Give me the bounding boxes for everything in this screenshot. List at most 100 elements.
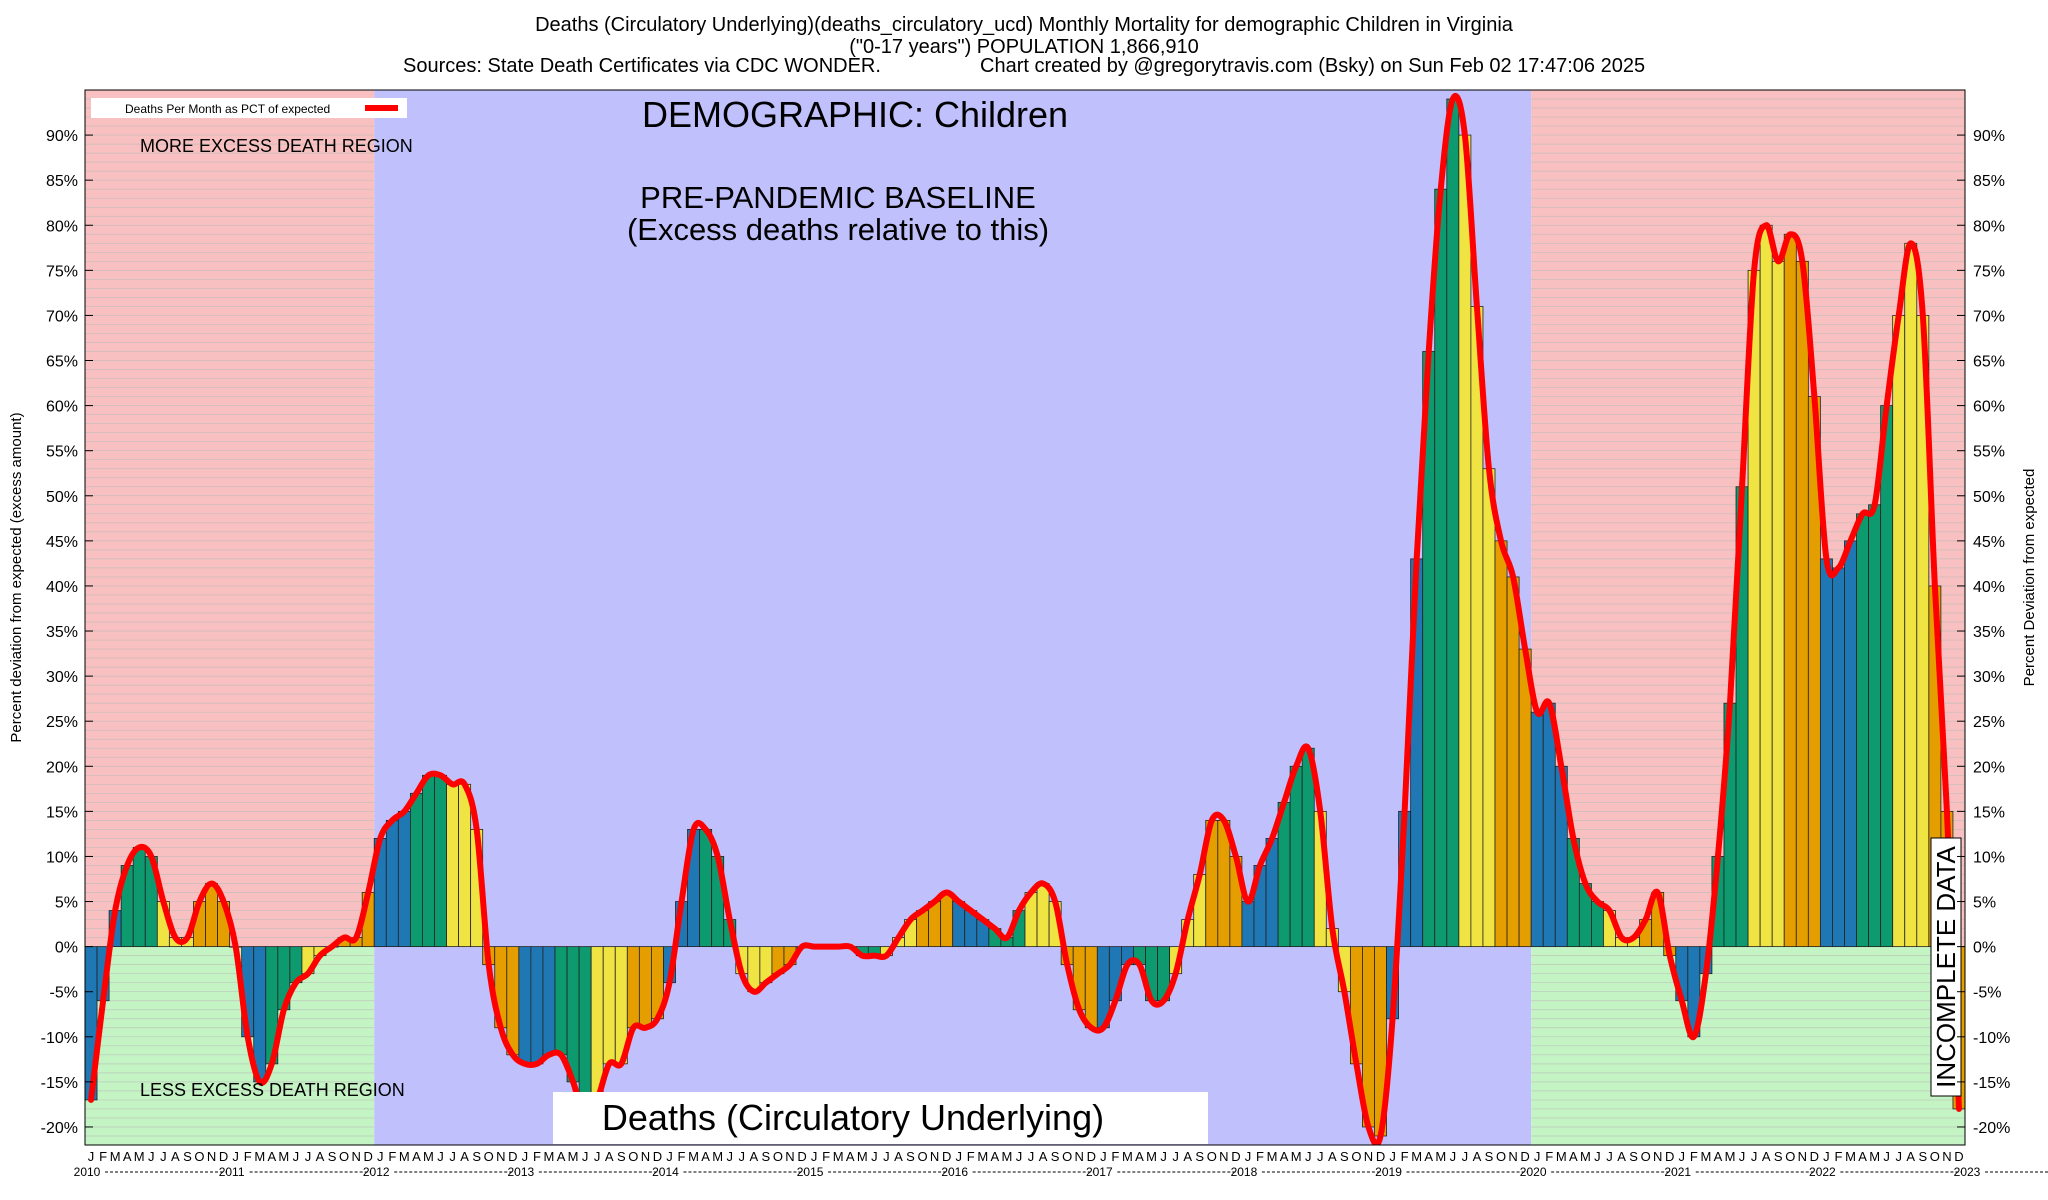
y-tick-label: 55%	[46, 444, 78, 461]
x-tick-label: D	[653, 1149, 662, 1164]
x-tick-label: A	[701, 1149, 710, 1164]
x-tick-label: M	[977, 1149, 988, 1164]
year-label: 2020	[1520, 1165, 1547, 1179]
y-tick-label: 15%	[46, 804, 78, 821]
x-tick-label: A	[846, 1149, 855, 1164]
x-tick-label: J	[1462, 1149, 1469, 1164]
x-tick-label: M	[1002, 1149, 1013, 1164]
x-tick-label: A	[123, 1149, 132, 1164]
baseline-label: PRE-PANDEMIC BASELINE	[640, 180, 1036, 215]
x-tick-label: F	[967, 1149, 975, 1164]
x-tick-label: A	[1858, 1149, 1867, 1164]
y-axis-label: Percent deviation from expected (excess …	[8, 412, 25, 742]
x-tick-label: J	[1823, 1149, 1830, 1164]
y-tick-label-right: 65%	[1973, 354, 2005, 371]
x-tick-label: J	[1028, 1149, 1035, 1164]
x-tick-label: J	[1739, 1149, 1746, 1164]
x-tick-label: S	[1774, 1149, 1783, 1164]
year-label: 2013	[507, 1165, 534, 1179]
chart-subtitle: ("0-17 years") POPULATION 1,866,910	[849, 36, 1199, 58]
y-tick-label: 85%	[46, 173, 78, 190]
x-tick-label: J	[1305, 1149, 1312, 1164]
x-tick-label: M	[134, 1149, 145, 1164]
year-label: 2011	[219, 1165, 245, 1179]
x-tick-label: J	[1317, 1149, 1324, 1164]
x-tick-label: D	[797, 1149, 806, 1164]
x-tick-label: S	[617, 1149, 626, 1164]
incomplete-box	[1930, 837, 1962, 1097]
x-tick-label: O	[1785, 1149, 1795, 1164]
x-tick-label: O	[1930, 1149, 1940, 1164]
y-tick-label-right: 0%	[1973, 940, 1996, 957]
x-tick-label: O	[339, 1149, 349, 1164]
x-tick-label: A	[1328, 1149, 1337, 1164]
bar	[1036, 883, 1050, 948]
x-tick-label: S	[762, 1149, 771, 1164]
y-tick-label: 70%	[46, 308, 78, 325]
bar	[205, 883, 218, 948]
x-tick-label: D	[219, 1149, 228, 1164]
x-tick-label: M	[399, 1149, 410, 1164]
x-tick-label: F	[1545, 1149, 1553, 1164]
bar	[1795, 260, 1809, 948]
x-tick-label: A	[1183, 1149, 1192, 1164]
x-tick-label: J	[232, 1149, 239, 1164]
y-tick-label: -10%	[41, 1030, 78, 1047]
year-label: 2019	[1375, 1165, 1402, 1179]
x-tick-label: A	[605, 1149, 614, 1164]
x-tick-label: S	[183, 1149, 192, 1164]
y-tick-label-right: 20%	[1973, 759, 2005, 776]
x-tick-label: M	[1146, 1149, 1157, 1164]
x-tick-label: O	[1062, 1149, 1072, 1164]
x-tick-label: F	[99, 1149, 107, 1164]
x-tick-label: S	[906, 1149, 915, 1164]
x-tick-label: A	[1762, 1149, 1771, 1164]
x-tick-label: M	[568, 1149, 579, 1164]
x-tick-label: M	[1700, 1149, 1711, 1164]
bar	[518, 946, 532, 1065]
x-tick-label: S	[1485, 1149, 1494, 1164]
x-tick-label: N	[785, 1149, 794, 1164]
x-tick-label: J	[1679, 1149, 1686, 1164]
y-tick-label-right: 40%	[1973, 579, 2005, 596]
x-tick-label: D	[508, 1149, 517, 1164]
x-tick-label: J	[883, 1149, 890, 1164]
x-tick-label: N	[930, 1149, 939, 1164]
x-tick-label: J	[1016, 1149, 1023, 1164]
y-tick-label-right: 80%	[1973, 218, 2005, 235]
x-tick-label: A	[171, 1149, 180, 1164]
x-tick-label: M	[1725, 1149, 1736, 1164]
x-tick-label: N	[1075, 1149, 1084, 1164]
bar	[542, 946, 556, 1056]
series-line-group	[88, 92, 1962, 1145]
bar	[1434, 188, 1448, 948]
bar	[1844, 540, 1857, 948]
x-tick-label: J	[1606, 1149, 1613, 1164]
x-tick-label: A	[1135, 1149, 1144, 1164]
x-tick-label: M	[1845, 1149, 1856, 1164]
bar	[1819, 558, 1833, 948]
x-tick-label: N	[1219, 1149, 1228, 1164]
x-tick-label: N	[207, 1149, 216, 1164]
y-tick-label-right: 5%	[1973, 895, 1996, 912]
y-tick-label: 80%	[46, 218, 78, 235]
x-tick-label: M	[833, 1149, 844, 1164]
x-tick-label: A	[460, 1149, 469, 1164]
bar	[1591, 901, 1604, 948]
y-axis-label-right: Percent Deviation from expected	[2021, 469, 2038, 687]
x-tick-label: M	[1556, 1149, 1567, 1164]
bar	[506, 946, 520, 1056]
x-tick-label: S	[1629, 1149, 1638, 1164]
x-tick-label: M	[1267, 1149, 1278, 1164]
bar	[1084, 946, 1098, 1029]
x-tick-label: M	[1580, 1149, 1591, 1164]
x-tick-label: A	[1714, 1149, 1723, 1164]
plot-frame	[84, 89, 1966, 1146]
x-tick-label: F	[1401, 1149, 1409, 1164]
x-tick-label: J	[305, 1149, 312, 1164]
bar	[1759, 224, 1773, 948]
more-excess-region	[85, 90, 375, 947]
bar	[1530, 711, 1544, 948]
